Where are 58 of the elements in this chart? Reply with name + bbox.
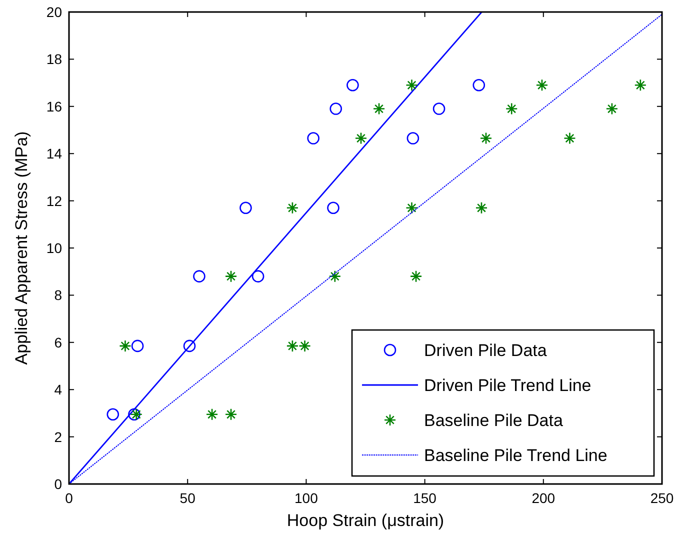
- legend-label: Baseline Pile Trend Line: [424, 446, 608, 465]
- point: [286, 340, 299, 352]
- point: [432, 102, 446, 115]
- y-tick-label: 0: [54, 476, 62, 492]
- point: [406, 132, 420, 144]
- x-tick-label: 200: [532, 490, 556, 506]
- point: [410, 270, 422, 282]
- y-tick-label: 8: [54, 287, 62, 304]
- point: [224, 408, 238, 421]
- point: [119, 340, 132, 352]
- point: [330, 102, 342, 115]
- y-tick-label: 12: [46, 192, 62, 209]
- point: [406, 79, 418, 92]
- point: [372, 102, 386, 115]
- point: [564, 132, 576, 144]
- point: [128, 408, 140, 421]
- point: [346, 79, 359, 92]
- point: [307, 132, 320, 144]
- x-tick-label: 0: [65, 490, 74, 506]
- point: [183, 340, 196, 352]
- y-tick-label: 10: [46, 240, 62, 256]
- x-axis-title: Hoop Strain (μstrain): [286, 511, 444, 530]
- point: [472, 79, 486, 92]
- point: [240, 202, 252, 214]
- legend-label: Baseline Pile Data: [424, 411, 564, 430]
- x-tick-label: 100: [294, 490, 318, 506]
- point: [606, 102, 618, 115]
- point: [298, 340, 311, 352]
- point: [131, 340, 144, 352]
- point: [106, 408, 120, 421]
- y-tick-label: 2: [54, 428, 62, 445]
- point: [505, 102, 518, 115]
- point: [327, 202, 340, 214]
- y-tick-label: 4: [54, 382, 62, 398]
- y-tick-label: 20: [46, 4, 62, 20]
- point: [193, 270, 206, 282]
- point: [634, 79, 647, 92]
- y-tick-label: 6: [54, 334, 62, 350]
- point: [354, 132, 368, 144]
- x-tick-label: 50: [180, 490, 196, 506]
- point: [406, 202, 418, 214]
- point: [224, 270, 238, 282]
- point: [475, 202, 488, 214]
- point: [206, 408, 218, 421]
- point: [252, 270, 264, 282]
- y-axis-title: Applied Apparent Stress (MPa): [12, 131, 31, 365]
- point: [328, 270, 342, 282]
- x-tick-label: 150: [413, 490, 437, 506]
- x-tick-label: 250: [650, 490, 674, 506]
- point: [130, 408, 143, 421]
- point: [480, 132, 492, 144]
- point: [286, 202, 299, 214]
- y-tick-label: 14: [46, 146, 62, 162]
- point: [536, 79, 548, 92]
- y-tick-label: 18: [46, 51, 62, 68]
- legend-label: Driven Pile Trend Line: [424, 376, 592, 395]
- legend-label: Driven Pile Data: [424, 341, 548, 360]
- y-tick-label: 16: [46, 98, 62, 114]
